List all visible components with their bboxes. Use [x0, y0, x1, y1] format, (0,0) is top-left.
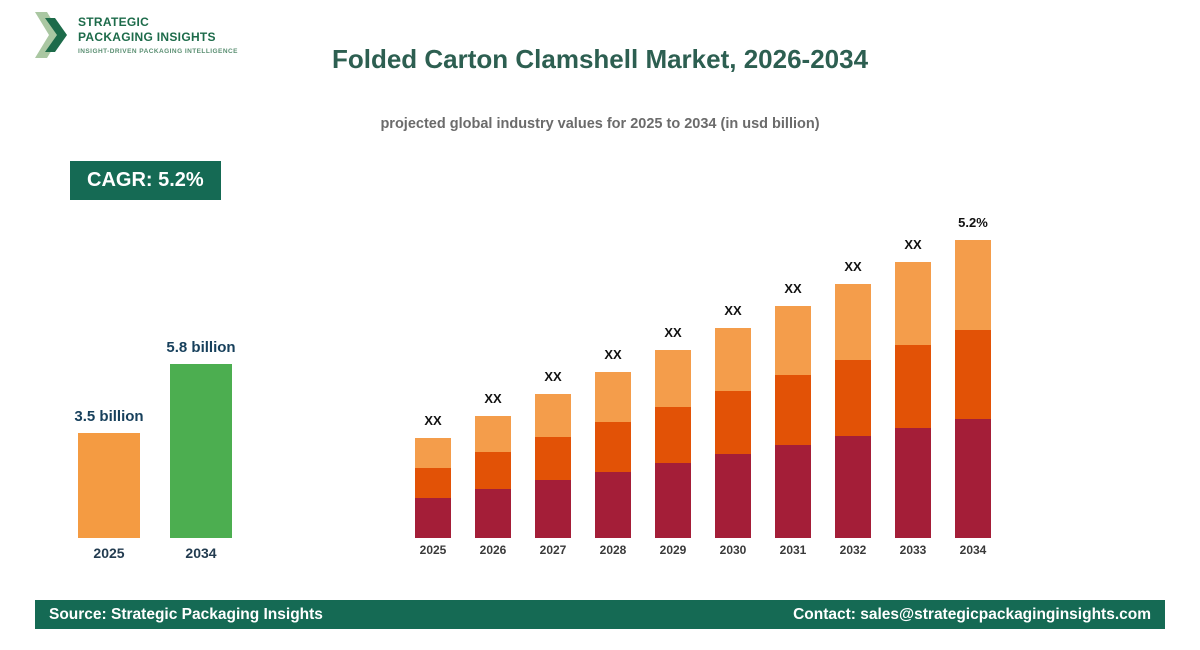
bar-segment-top	[955, 240, 991, 330]
bar-segment-top	[655, 350, 691, 407]
x-axis-label: 2031	[779, 543, 807, 557]
bar-value-label: XX	[604, 347, 622, 362]
stacked-bar-area: XX	[595, 205, 631, 538]
bar-segment-middle	[955, 330, 991, 419]
bar-value-label: XX	[544, 369, 562, 384]
stacked-bar-column: XX 2031	[775, 205, 811, 557]
bar-segment-bottom	[475, 489, 511, 538]
bar-segment-bottom	[595, 472, 631, 538]
growth-comparison-chart: 3.5 billion 2025 5.8 billion 2034	[74, 300, 235, 561]
bar-value-label: XX	[904, 237, 922, 252]
stacked-bar-area: XX	[475, 205, 511, 538]
bar-segment-top	[595, 372, 631, 422]
yearly-projection-chart: XX 2025 XX 2026 XX 2027 XX 2028 XX 2029 XX 2030 XX 20…	[415, 205, 991, 557]
bar-value-label: XX	[484, 391, 502, 406]
x-axis-label: 2030	[719, 543, 747, 557]
mini-bar	[78, 433, 140, 538]
stacked-bar-area: XX	[715, 205, 751, 538]
logo-line1: STRATEGIC	[78, 15, 150, 29]
bar-segment-top	[835, 284, 871, 360]
x-axis-label: 2032	[839, 543, 867, 557]
x-axis-label: 2026	[479, 543, 507, 557]
mini-bar-group: 5.8 billion 2034	[166, 300, 235, 561]
stacked-bar-area: XX	[415, 205, 451, 538]
x-axis-label: 2029	[659, 543, 687, 557]
mini-bar-value-label: 5.8 billion	[166, 339, 236, 356]
bar-segment-middle	[835, 360, 871, 436]
bar-segment-top	[715, 328, 751, 391]
x-axis-label: 2028	[599, 543, 627, 557]
bar-segment-middle	[895, 345, 931, 428]
x-axis-label: 2034	[959, 543, 987, 557]
logo-text: STRATEGIC PACKAGING INSIGHTS INSIGHT-DRI…	[78, 15, 238, 55]
bar-segment-bottom	[955, 419, 991, 538]
bar-value-label: XX	[664, 325, 682, 340]
bar-segment-middle	[715, 391, 751, 454]
stacked-bar-column: XX 2028	[595, 205, 631, 557]
stacked-bar-area: XX	[895, 205, 931, 538]
mini-bar-group: 3.5 billion 2025	[74, 300, 143, 561]
bar-segment-middle	[475, 452, 511, 489]
bar-segment-bottom	[655, 463, 691, 538]
bar-segment-bottom	[835, 436, 871, 538]
bar-value-label: 5.2%	[958, 215, 988, 230]
stacked-bar-column: 5.2% 2034	[955, 205, 991, 557]
bar-segment-top	[415, 438, 451, 468]
mini-bar-year-label: 2025	[93, 545, 125, 561]
bar-segment-top	[475, 416, 511, 452]
x-axis-label: 2033	[899, 543, 927, 557]
page-subtitle: projected global industry values for 202…	[380, 116, 820, 132]
bar-value-label: XX	[424, 413, 442, 428]
logo-tagline: INSIGHT-DRIVEN PACKAGING INTELLIGENCE	[78, 48, 238, 55]
bar-value-label: XX	[724, 303, 742, 318]
bar-segment-middle	[775, 375, 811, 445]
logo: STRATEGIC PACKAGING INSIGHTS INSIGHT-DRI…	[35, 12, 238, 58]
stacked-bar-area: XX	[535, 205, 571, 538]
mini-bar-area: 5.8 billion	[166, 300, 236, 538]
mini-bar-value-label: 3.5 billion	[74, 408, 144, 425]
footer-bar: Source: Strategic Packaging Insights Con…	[35, 600, 1165, 629]
bar-segment-middle	[415, 468, 451, 498]
bar-value-label: XX	[784, 281, 802, 296]
stacked-bar-column: XX 2033	[895, 205, 931, 557]
double-chevron-icon	[35, 12, 67, 58]
bar-segment-bottom	[895, 428, 931, 538]
bar-segment-bottom	[415, 498, 451, 538]
stacked-bar-column: XX 2025	[415, 205, 451, 557]
bar-segment-middle	[535, 437, 571, 480]
cagr-badge: CAGR: 5.2%	[70, 161, 221, 200]
page-title: Folded Carton Clamshell Market, 2026-203…	[331, 44, 869, 74]
bar-segment-middle	[655, 407, 691, 463]
bar-segment-top	[775, 306, 811, 375]
logo-line2: PACKAGING INSIGHTS	[78, 30, 216, 44]
mini-bar-area: 3.5 billion	[74, 300, 144, 538]
bar-segment-top	[535, 394, 571, 437]
x-axis-label: 2027	[539, 543, 567, 557]
mini-bar	[170, 364, 232, 538]
footer-contact: Contact: sales@strategicpackaginginsight…	[793, 605, 1151, 623]
stacked-bar-area: XX	[655, 205, 691, 538]
bar-segment-bottom	[535, 480, 571, 538]
stacked-bar-column: XX 2030	[715, 205, 751, 557]
stacked-bar-column: XX 2027	[535, 205, 571, 557]
bar-value-label: XX	[844, 259, 862, 274]
bar-segment-bottom	[715, 454, 751, 538]
bar-segment-bottom	[775, 445, 811, 538]
stacked-bar-area: XX	[835, 205, 871, 538]
stacked-bar-column: XX 2029	[655, 205, 691, 557]
bar-segment-top	[895, 262, 931, 345]
stacked-bar-column: XX 2026	[475, 205, 511, 557]
stacked-bar-area: 5.2%	[955, 205, 991, 538]
stacked-bar-column: XX 2032	[835, 205, 871, 557]
x-axis-label: 2025	[419, 543, 447, 557]
stacked-bar-area: XX	[775, 205, 811, 538]
footer-source: Source: Strategic Packaging Insights	[49, 605, 323, 623]
bar-segment-middle	[595, 422, 631, 472]
mini-bar-year-label: 2034	[185, 545, 217, 561]
